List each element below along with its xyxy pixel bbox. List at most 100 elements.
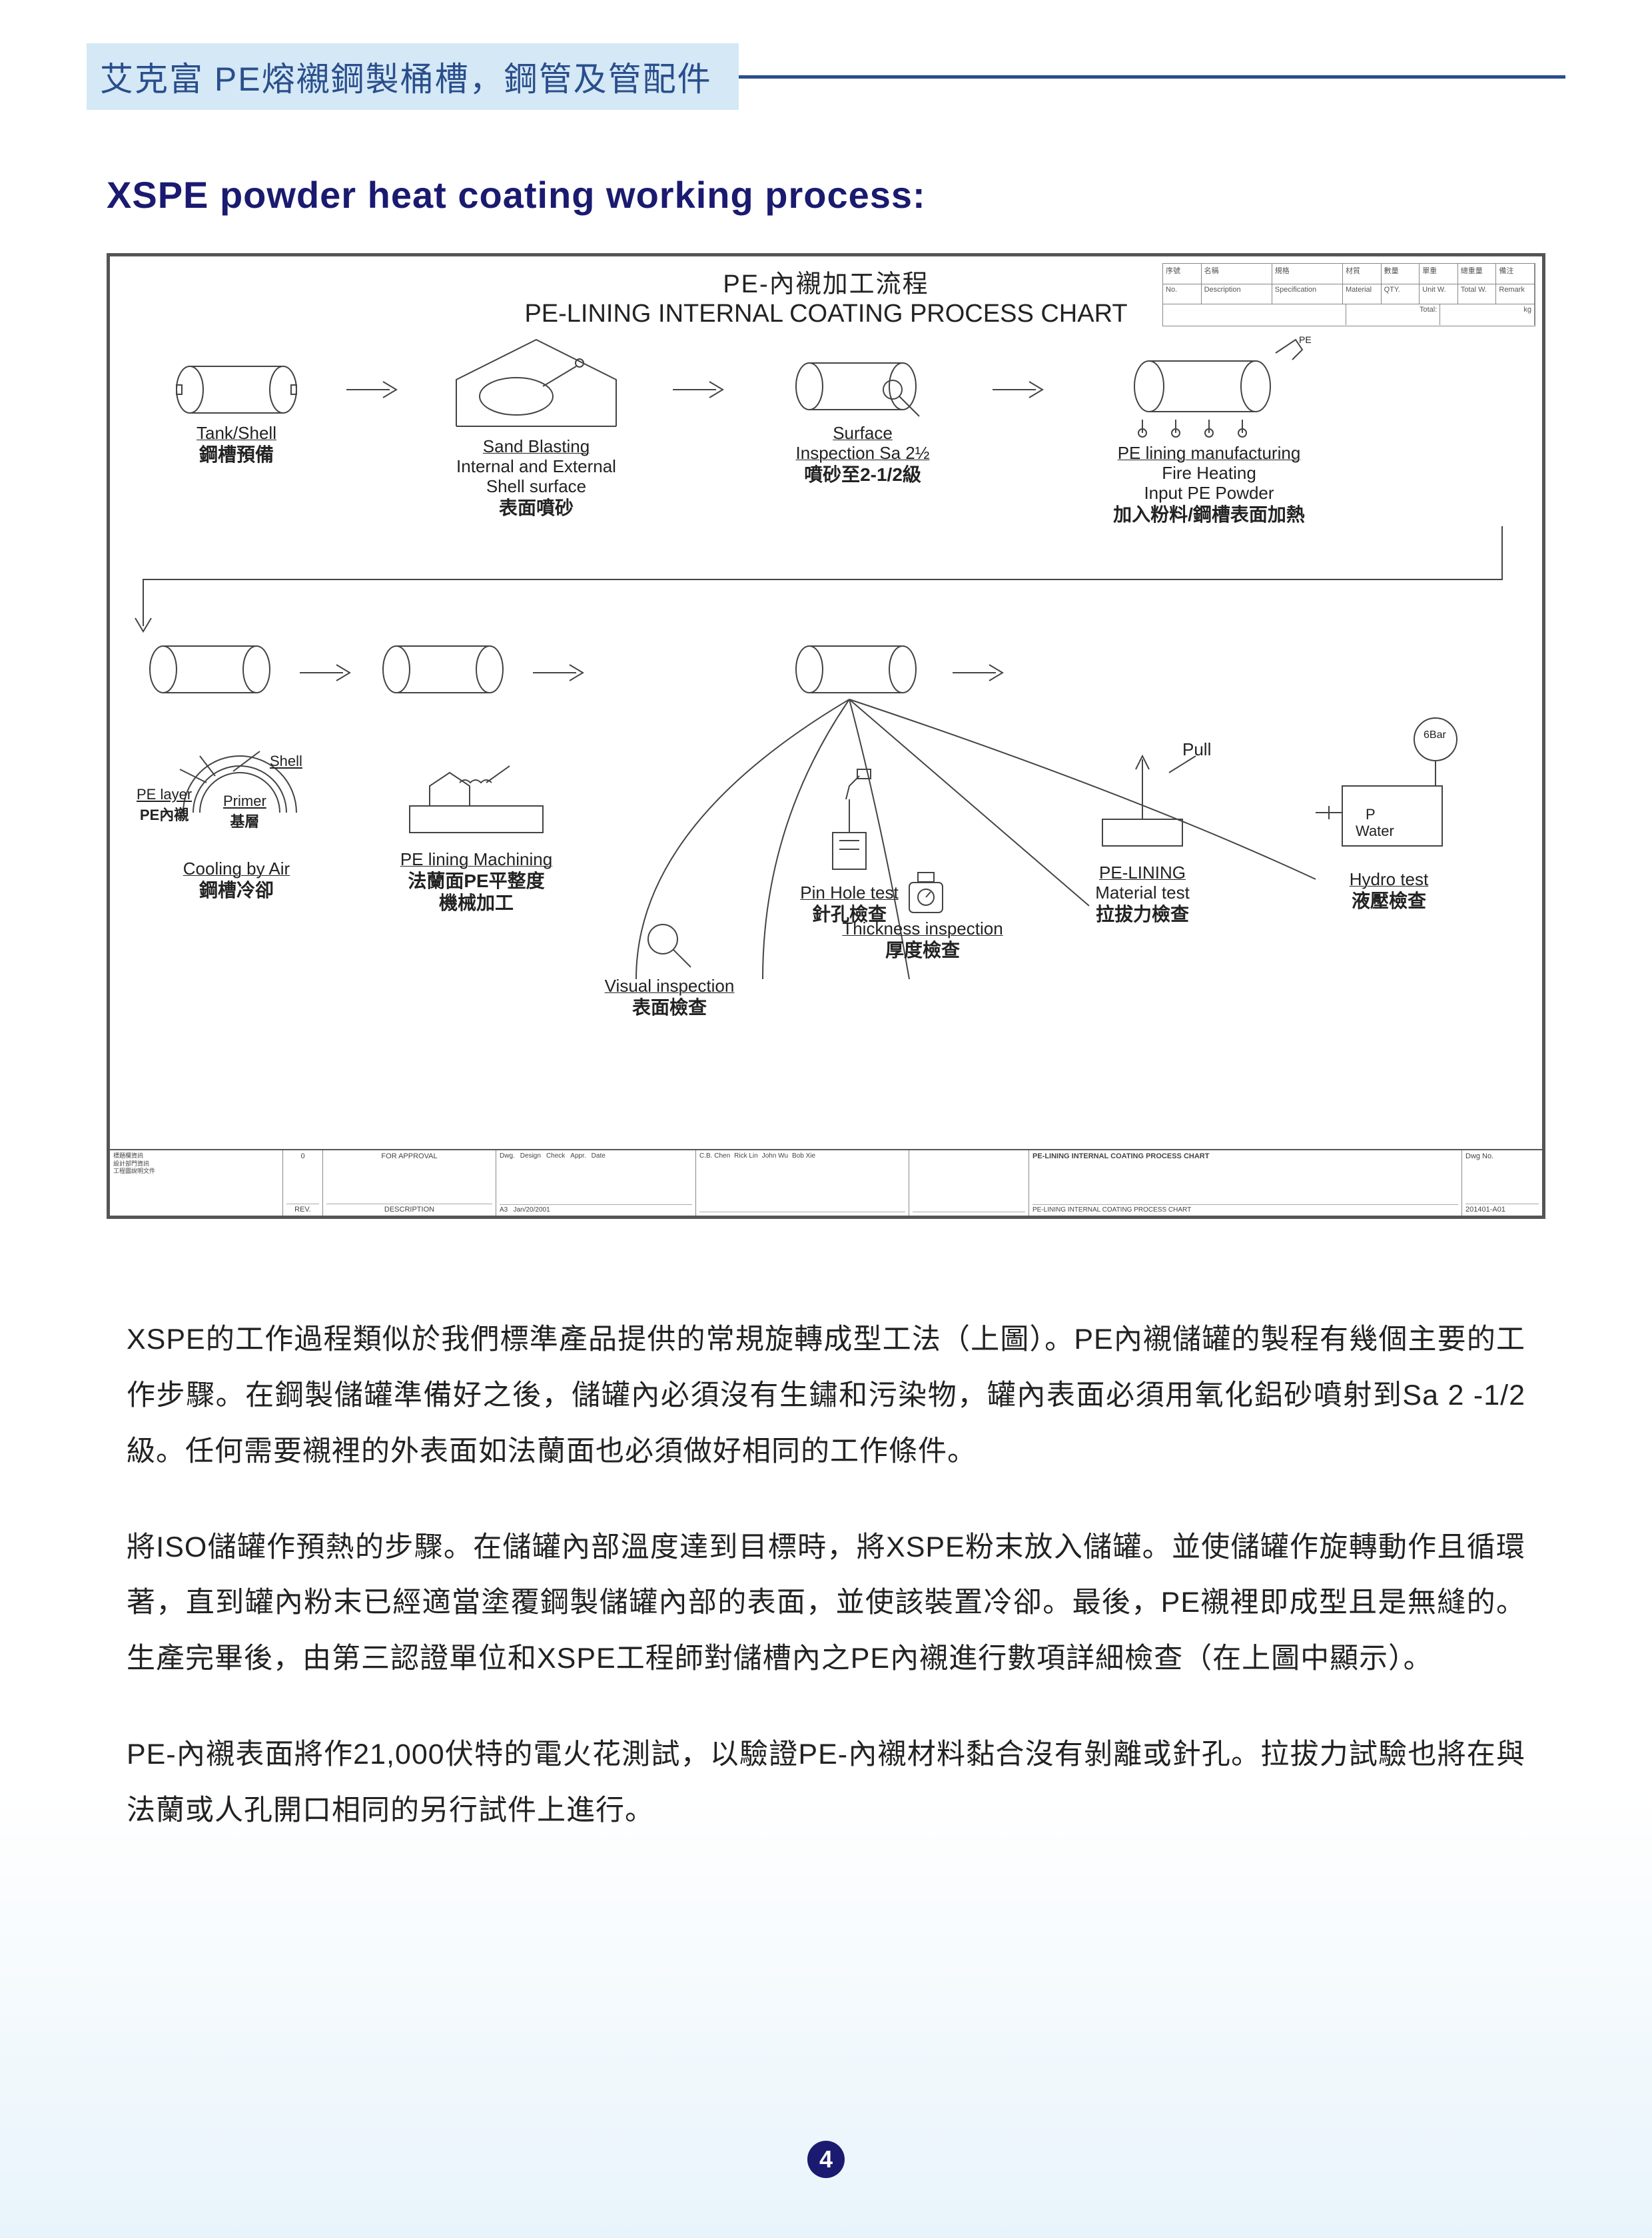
diagram-title-cn: PE-內襯加工流程 <box>524 263 1127 300</box>
header-bar: 艾克富 PE熔襯鋼製桶槽，鋼管及管配件 <box>87 47 1565 107</box>
paragraph-2: 將ISO儲罐作預熱的步驟。在儲罐內部溫度達到目標時，將XSPE粉末放入儲罐。並使… <box>127 1520 1525 1688</box>
step-material-test: Pull PE-LINING Material test 拉拔力檢查 <box>1049 733 1236 925</box>
step-visual-inspection: Visual inspection 表面檢查 <box>583 919 756 1018</box>
arrow-icon <box>530 659 590 686</box>
step10-cn: 拉拔力檢查 <box>1049 903 1236 926</box>
step6-cn1: 法蘭面PE平整度 <box>370 870 583 893</box>
water-label: Water <box>1356 823 1394 840</box>
pinhole-tester-icon <box>809 766 889 879</box>
step-thickness: Thickness inspection 厚度檢查 <box>823 919 1023 961</box>
tank-icon <box>143 639 276 699</box>
step-hydro: 6Bar P Water Hydro test 液壓檢查 <box>1289 713 1489 912</box>
step-surface-inspection: Surface Inspection Sa 2½ 噴砂至2-1/2級 <box>756 353 969 486</box>
step2-cn: 表面噴砂 <box>423 497 649 520</box>
tank-icon <box>376 639 510 699</box>
proj-title: PE-LINING INTERNAL COATING PROCESS CHART <box>1032 1152 1458 1160</box>
parts-h8: 備注 <box>1496 264 1535 284</box>
tank-icon <box>170 360 303 420</box>
diagram-title: PE-內襯加工流程 PE-LINING INTERNAL COATING PRO… <box>524 263 1127 328</box>
arrow-icon <box>949 659 1009 686</box>
step11-cn: 液壓檢查 <box>1289 890 1489 913</box>
description-label: DESCRIPTION <box>326 1204 492 1214</box>
step-cooling-label: Cooling by Air 鋼槽冷卻 <box>143 859 330 901</box>
step7-en: Visual inspection <box>583 976 756 996</box>
step2-en1: Sand Blasting <box>423 437 649 457</box>
parts-h3: 規格 <box>1272 264 1343 284</box>
step-tank-shell: Tank/Shell 鋼槽預備 <box>143 360 330 466</box>
svg-text:PE: PE <box>1299 334 1312 345</box>
parts-e7: Total W. <box>1458 284 1497 305</box>
total-label: Total: <box>1346 304 1441 325</box>
dwg-no-label: Dwg No. <box>1465 1152 1539 1160</box>
svg-text:6Bar: 6Bar <box>1424 729 1446 741</box>
parts-e8: Remark <box>1496 284 1535 305</box>
title-block: 標題欄資訊設計部門資訊工程圖說明文件 0 REV. FOR APPROVAL D… <box>110 1149 1542 1216</box>
thickness-gauge-icon <box>896 869 956 923</box>
step-sand-blasting: Sand Blasting Internal and External Shel… <box>423 333 649 519</box>
shell-label: Shell <box>270 753 302 770</box>
rev-label: REV. <box>286 1204 319 1214</box>
pe-layer-label: PE layer PE內襯 <box>137 786 192 825</box>
fire-heating-icon: PE <box>1102 333 1316 440</box>
step4-en3: Input PE Powder <box>1069 484 1349 504</box>
parts-e2: Description <box>1202 284 1272 305</box>
dwg-code: 201401-A01 <box>1465 1204 1539 1214</box>
step-pe-lining-manufacturing: PE PE lining manufacturing Fire Heating … <box>1069 333 1349 526</box>
arrow-icon <box>669 376 729 403</box>
step1-cn: 鋼槽預備 <box>143 444 330 466</box>
arrow-icon <box>989 376 1049 403</box>
parts-h6: 單重 <box>1420 264 1458 284</box>
pull-label: Pull <box>1182 739 1211 760</box>
process-diagram: PE-內襯加工流程 PE-LINING INTERNAL COATING PRO… <box>107 253 1545 1219</box>
flow-area: Tank/Shell 鋼槽預備 Sand Blasting Internal a… <box>117 333 1535 1142</box>
step3-en: Surface <box>756 424 969 444</box>
parts-list-box: 序號 名稱 規格 材質 數量 單重 總重量 備注 No. Description… <box>1162 263 1535 326</box>
step3-en2: Inspection Sa 2½ <box>756 444 969 464</box>
tank-inspect-icon <box>789 353 936 420</box>
page: 艾克富 PE熔襯鋼製桶槽，鋼管及管配件 XSPE powder heat coa… <box>0 0 1652 2238</box>
step4-en1: PE lining manufacturing <box>1069 444 1349 464</box>
p-label: P <box>1366 806 1376 823</box>
arrow-icon <box>296 659 356 686</box>
step6-top-tank <box>370 639 516 703</box>
approval-label: FOR APPROVAL <box>326 1152 492 1160</box>
step5-cn: 鋼槽冷卻 <box>143 879 330 902</box>
page-number: 4 <box>807 2141 845 2178</box>
parts-h1: 序號 <box>1163 264 1202 284</box>
parts-h7: 總重量 <box>1458 264 1497 284</box>
step9-cn: 厚度檢查 <box>823 939 1023 962</box>
section-title: XSPE powder heat coating working process… <box>107 173 926 216</box>
machining-icon <box>396 746 556 846</box>
sandblast-booth-icon <box>443 333 629 433</box>
parts-e6: Unit W. <box>1420 284 1458 305</box>
header-title: 艾克富 PE熔襯鋼製桶槽，鋼管及管配件 <box>87 43 739 110</box>
step11-en: Hydro test <box>1289 870 1489 890</box>
parts-e4: Material <box>1343 284 1382 305</box>
body-text: XSPE的工作過程類似於我們標準產品提供的常規旋轉成型工法（上圖）。PE內襯儲罐… <box>127 1312 1525 1839</box>
return-connector <box>130 526 1515 633</box>
proj-title2: PE-LINING INTERNAL COATING PROCESS CHART <box>1032 1204 1458 1214</box>
step6-cn2: 機械加工 <box>370 892 583 915</box>
parts-h2: 名稱 <box>1202 264 1272 284</box>
primer-label: Primer 基層 <box>223 793 266 831</box>
paragraph-1: XSPE的工作過程類似於我們標準產品提供的常規旋轉成型工法（上圖）。PE內襯儲罐… <box>127 1312 1525 1480</box>
step10-en1: PE-LINING <box>1049 863 1236 883</box>
parts-h5: 數量 <box>1382 264 1420 284</box>
step2-en2: Internal and External <box>423 457 649 477</box>
magnifier-icon <box>643 919 696 972</box>
step2-en3: Shell surface <box>423 477 649 497</box>
step6-en: PE lining Machining <box>370 850 583 870</box>
hydro-test-icon: 6Bar <box>1302 713 1475 866</box>
step1-en: Tank/Shell <box>143 424 330 444</box>
step5-en: Cooling by Air <box>143 859 330 879</box>
paragraph-3: PE-內襯表面將作21,000伏特的電火花測試，以驗證PE-內襯材料黏合沒有剝離… <box>127 1727 1525 1839</box>
step-machining: PE lining Machining 法蘭面PE平整度 機械加工 <box>370 746 583 915</box>
parts-e1: No. <box>1163 284 1202 305</box>
diagram-title-en: PE-LINING INTERNAL COATING PROCESS CHART <box>524 300 1127 328</box>
arrow-icon <box>343 376 403 403</box>
parts-e5: QTY. <box>1382 284 1420 305</box>
step4-en2: Fire Heating <box>1069 464 1349 484</box>
tank-icon <box>789 639 923 699</box>
total-unit: kg <box>1440 304 1535 325</box>
header-rule <box>739 75 1565 79</box>
